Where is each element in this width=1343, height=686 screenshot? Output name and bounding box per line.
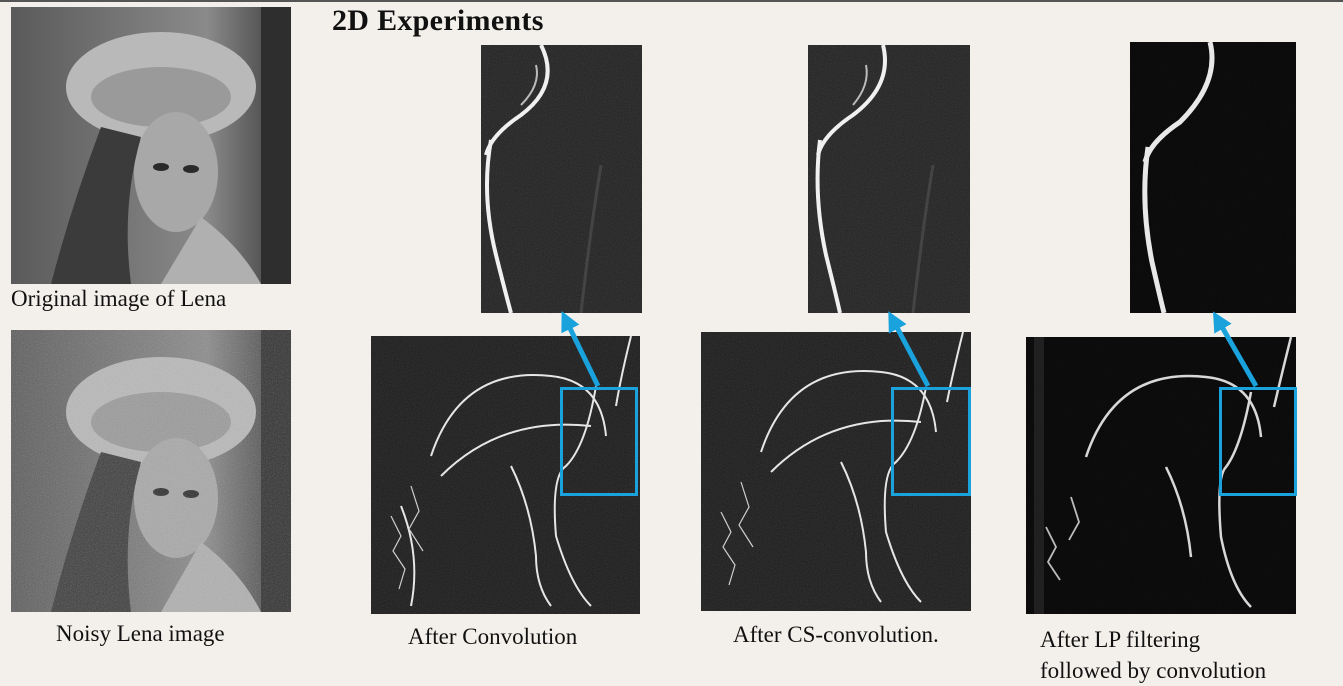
caption-cs-convolution: After CS-convolution. [733,622,939,647]
lp-filtered-result-image [1026,337,1296,614]
noisy-lena-image [11,330,291,612]
caption-lp-line-2: followed by convolution [1040,658,1267,683]
zoom-crop-cs-convolution [808,45,970,313]
caption-noisy: Noisy Lena image [56,621,225,646]
caption-convolution: After Convolution [408,624,578,649]
caption-lp-line-1: After LP filtering [1040,627,1201,652]
roi-box-lp-filtered [1219,387,1297,496]
roi-box-convolution [560,387,638,496]
slide-title: 2D Experiments [332,4,544,37]
zoom-crop-convolution [481,45,642,313]
caption-original: Original image of Lena [11,286,227,311]
top-border [0,0,1343,2]
original-lena-image [11,7,291,284]
zoom-crop-lp-filtered [1130,42,1296,313]
roi-box-cs-convolution [891,387,971,496]
